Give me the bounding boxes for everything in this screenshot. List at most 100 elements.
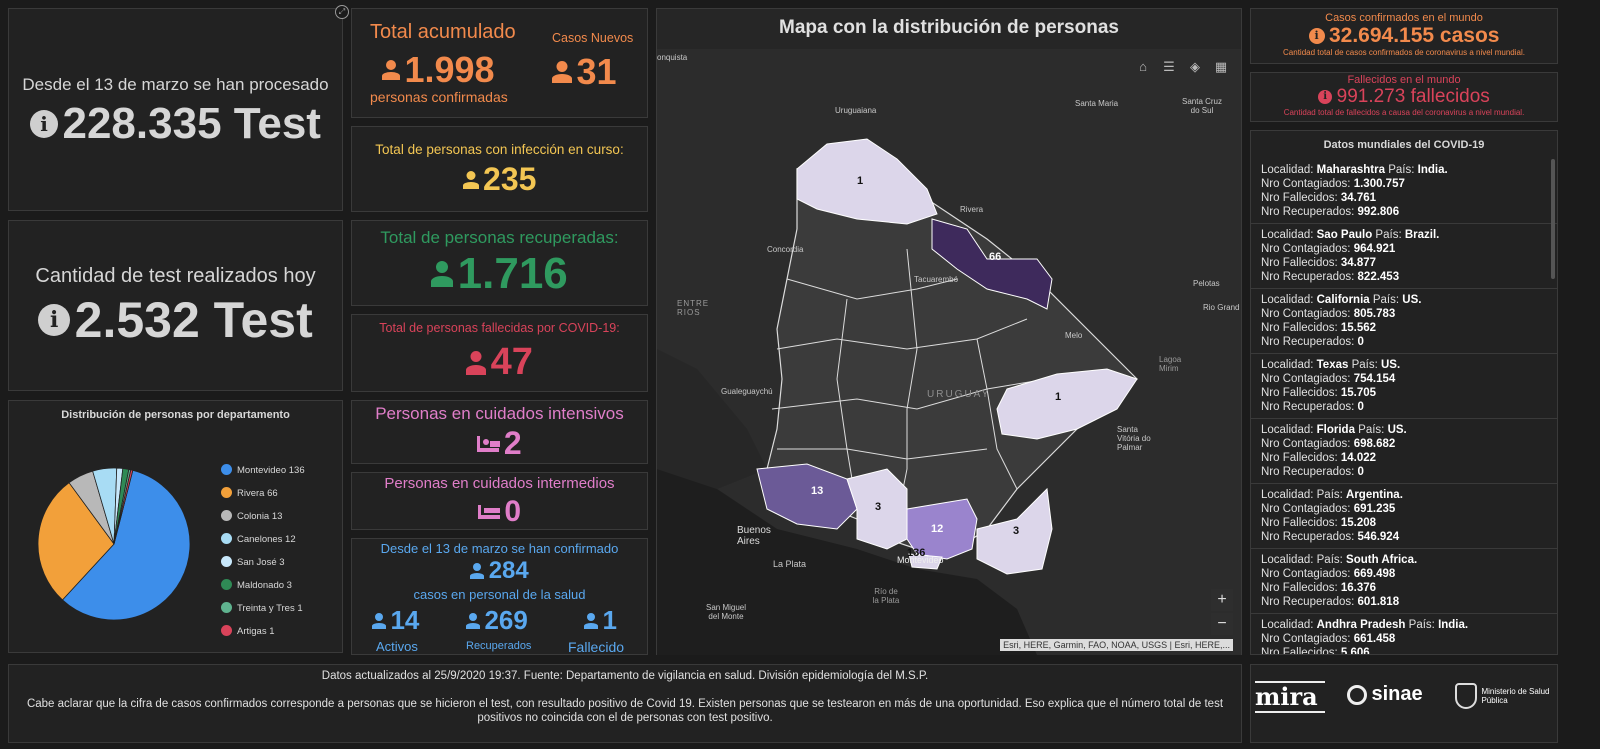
activos-label: Activos (376, 639, 418, 654)
person-icon (466, 350, 487, 375)
fallecidos-mundo-title: Fallecidos en el mundo (1347, 74, 1461, 86)
intermedios-title: Personas en cuidados intermedios (384, 475, 615, 492)
fallecidas-panel: Total de personas fallecidas por COVID-1… (351, 314, 648, 392)
casos-mundo-panel: Casos confirmados en el mundo i 32.694.1… (1250, 8, 1558, 64)
list-item[interactable]: Localidad: Andhra Pradesh País: India. Nr… (1251, 614, 1557, 654)
person-icon (382, 60, 400, 80)
intensivos-value: 2 (503, 425, 522, 461)
legend-item[interactable]: Treinta y Tres 1 (221, 601, 331, 617)
footer-line1: Datos actualizados al 25/9/2020 19:37. F… (321, 670, 929, 682)
legend-item[interactable]: Maldonado 3 (221, 578, 331, 594)
dep-value-montevideo: 136 (907, 547, 926, 559)
list-item[interactable]: Localidad: California País: US. Nro Conta… (1251, 289, 1557, 354)
legend-item[interactable]: San José 3 (221, 555, 331, 571)
dep-value-canelones: 12 (931, 523, 944, 535)
city-label: Santa Maria (1075, 99, 1119, 108)
legend-label: Montevideo 136 (237, 465, 305, 476)
footer-line2: Cabe aclarar que la cifra de casos confi… (26, 698, 1224, 724)
city-label: Gualeguaychú (721, 387, 773, 396)
list-item[interactable]: Localidad: País: South Africa. Nro Contag… (1251, 549, 1557, 614)
home-icon[interactable]: ⌂ (1139, 59, 1147, 74)
legend-label: Maldonado 3 (237, 580, 292, 591)
fallecidos-mundo-panel: Fallecidos en el mundo i 991.273 falleci… (1250, 72, 1558, 122)
zoom-in-button[interactable]: + (1211, 589, 1233, 611)
city-label: Lagoa Mirim (1159, 355, 1182, 373)
dep-value-san-jose: 3 (875, 501, 882, 513)
fallecidas-value: 47 (490, 341, 533, 383)
legend-item[interactable]: Artigas 1 (221, 624, 331, 640)
qr-icon[interactable]: ▦ (1214, 59, 1228, 74)
legend-swatch (221, 464, 232, 475)
salud-panel: Desde el 13 de marzo se han confirmado 2… (351, 538, 648, 655)
legend-label: Canelones 12 (237, 534, 296, 545)
list-item[interactable]: Localidad: Sao Paulo País: Brazil. Nro Co… (1251, 224, 1557, 289)
logo-sinae: sinae (1347, 683, 1423, 706)
layers-icon[interactable]: ◈ (1190, 59, 1200, 74)
recuperados-label: Recuperados (466, 640, 532, 652)
zoom-out-button[interactable]: − (1211, 613, 1233, 635)
shield-icon (1455, 683, 1477, 709)
acumulado-subtitle: personas confirmadas (370, 89, 508, 105)
info-icon: i (30, 110, 59, 138)
map-title: Mapa con la distribución de personas (779, 17, 1119, 38)
list-item[interactable]: Localidad: País: Argentina. Nro Contagiad… (1251, 484, 1557, 549)
legend-swatch (221, 487, 232, 498)
city-label: Pelotas (1193, 279, 1220, 288)
bed-person-icon (477, 435, 501, 452)
city-label: ENTRE RIOS (677, 299, 710, 317)
city-label: Rivera (960, 205, 984, 214)
list-item[interactable]: Localidad: Texas País: US. Nro Contagiado… (1251, 354, 1557, 419)
casos-mundo-title: Casos confirmados en el mundo (1325, 12, 1483, 24)
legend-item[interactable]: Colonia 13 (221, 509, 331, 525)
info-icon: i (1308, 28, 1325, 44)
dep-value-rivera: 66 (989, 251, 1002, 263)
list-item[interactable]: Localidad: Florida País: US. Nro Contagia… (1251, 419, 1557, 484)
legend-swatch (221, 625, 232, 636)
intensivos-title: Personas en cuidados intensivos (375, 404, 624, 423)
city-label: Rio Grand (1203, 303, 1240, 312)
tests-today-value: 2.532 Test (74, 292, 313, 348)
legend-item[interactable]: Canelones 12 (221, 532, 331, 548)
person-icon (552, 61, 572, 83)
acumulado-title: Total acumulado (370, 21, 516, 43)
recuperadas-value: 1.716 (457, 249, 568, 298)
tests-total-panel: ⤢ Desde el 13 de marzo se han procesado … (8, 5, 349, 211)
legend-item[interactable]: Montevideo 136 (221, 463, 331, 479)
legend-swatch (221, 579, 232, 590)
logos-panel: mira sinae Ministerio de Salud Pública (1250, 664, 1558, 743)
person-icon (462, 170, 479, 189)
list-icon[interactable]: ☰ (1163, 59, 1175, 74)
pie-slice-montevideo[interactable] (61, 469, 191, 621)
list-item[interactable]: Localidad: Maharashtra País: India. Nro C… (1251, 159, 1557, 224)
dep-value-maldonado: 3 (1013, 525, 1020, 537)
acumulado-panel: Total acumulado 1.998 personas confirmad… (351, 8, 648, 118)
bed-icon (477, 505, 500, 519)
legend-label: Treinta y Tres 1 (237, 603, 303, 614)
dep-value-artigas: 1 (857, 175, 864, 187)
legend-label: Rivera 66 (237, 488, 278, 499)
tests-today-panel: Cantidad de test realizados hoy i 2.532 … (8, 220, 343, 391)
pie-slice-rivera[interactable] (37, 482, 115, 601)
fallecido-value: 1 (602, 605, 617, 635)
map-svg (657, 138, 1138, 655)
recuperadas-panel: Total de personas recuperadas: 1.716 (351, 220, 648, 306)
legend-item[interactable]: Rivera 66 (221, 486, 331, 502)
city-label: La Plata (773, 559, 807, 569)
map-view[interactable]: ⌂ ☰ ◈ ▦ onquista Uruguaiana Santa Maria … (657, 49, 1241, 655)
expand-icon[interactable]: ⤢ (335, 5, 349, 19)
legend-swatch (221, 533, 232, 544)
info-icon: i (38, 304, 71, 336)
city-label: Río de la Plata (872, 587, 900, 605)
fallecidos-mundo-note: Cantidad total de fallecidos a causa del… (1283, 108, 1525, 117)
activos-value: 14 (390, 605, 420, 635)
scrollbar[interactable] (1551, 159, 1555, 279)
legend-swatch (221, 602, 232, 613)
person-icon (431, 261, 454, 287)
tests-today-caption: Cantidad de test realizados hoy (35, 265, 316, 287)
legend-label: San José 3 (237, 557, 285, 568)
salud-value: 284 (488, 557, 529, 584)
logo-msp: Ministerio de Salud Pública (1455, 683, 1551, 709)
city-label: Tacuarembó (914, 275, 959, 284)
pie-slice-artigas[interactable] (113, 469, 134, 545)
world-list[interactable]: Localidad: Maharashtra País: India. Nro C… (1251, 159, 1557, 654)
